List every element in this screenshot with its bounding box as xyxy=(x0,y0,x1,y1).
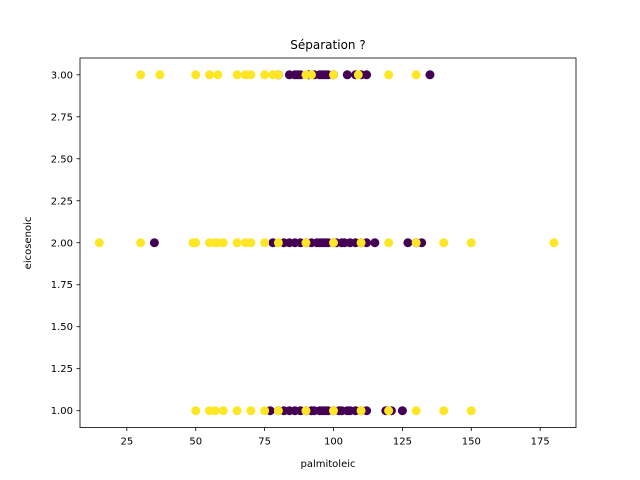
y-axis-label: eicosenoic xyxy=(23,217,34,270)
data-point-class_a-29 xyxy=(273,238,283,248)
x-tick-label: 175 xyxy=(531,437,550,448)
y-tick-label: 2.25 xyxy=(51,196,73,207)
data-point-class_a-44 xyxy=(260,406,270,416)
data-point-class_a-20 xyxy=(191,238,201,248)
data-point-class_a-43 xyxy=(246,406,256,416)
data-point-class_a-34 xyxy=(411,238,421,248)
data-point-class_a-50 xyxy=(411,406,421,416)
y-tick-label: 1.50 xyxy=(51,322,73,333)
x-axis-label: palmitoleic xyxy=(300,459,355,470)
data-point-class_a-33 xyxy=(384,238,394,248)
data-point-class_a-1 xyxy=(155,70,165,80)
y-axis-ticks: 1.00 1.25 1.50 1.75 2.00 2.25 2.50 2.75 3.00 xyxy=(51,70,80,417)
y-tick-label: 2.00 xyxy=(51,238,73,249)
data-point-class_a-25 xyxy=(232,238,242,248)
data-point-class_a-47 xyxy=(329,406,339,416)
data-point-class_a-3 xyxy=(205,70,215,80)
data-point-class_a-46 xyxy=(301,406,311,416)
data-point-class_a-37 xyxy=(549,238,559,248)
data-point-class_a-41 xyxy=(218,406,228,416)
data-point-class_a-0 xyxy=(136,70,146,80)
data-point-class_a-49 xyxy=(384,406,394,416)
y-tick-label: 1.75 xyxy=(51,280,73,291)
chart-title: Séparation ? xyxy=(290,38,365,52)
data-point-class_a-51 xyxy=(439,406,449,416)
data-point-class_a-24 xyxy=(218,238,228,248)
y-tick-label: 3.00 xyxy=(51,70,73,81)
data-point-class_a-36 xyxy=(466,238,476,248)
data-point-class_a-13 xyxy=(329,70,339,80)
data-point-class_a-40 xyxy=(210,406,220,416)
data-point-class_a-30 xyxy=(301,238,311,248)
data-point-class_a-12 xyxy=(306,70,316,80)
data-point-class_a-10 xyxy=(273,70,283,80)
data-point-class_a-16 xyxy=(411,70,421,80)
data-point-class_a-5 xyxy=(232,70,242,80)
y-tick-label: 1.25 xyxy=(51,364,73,375)
data-point-class_a-7 xyxy=(246,70,256,80)
data-point-class_a-14 xyxy=(353,70,363,80)
data-point-class_b-65 xyxy=(397,406,407,416)
data-point-class_a-17 xyxy=(94,238,104,248)
x-axis-ticks: 25 50 75 100 125 150 175 xyxy=(120,427,550,448)
data-point-class_a-15 xyxy=(384,70,394,80)
y-tick-label: 2.75 xyxy=(51,112,73,123)
x-tick-label: 75 xyxy=(258,437,271,448)
data-point-class_a-8 xyxy=(260,70,270,80)
data-point-class_b-38 xyxy=(370,238,380,248)
data-point-class_b-12 xyxy=(342,70,352,80)
data-point-class_a-32 xyxy=(356,238,366,248)
data-point-class_b-39 xyxy=(403,238,413,248)
data-point-class_a-35 xyxy=(439,238,449,248)
data-point-class_a-45 xyxy=(273,406,283,416)
data-point-class_a-2 xyxy=(191,70,201,80)
y-tick-label: 1.00 xyxy=(51,406,73,417)
data-point-class_a-18 xyxy=(136,238,146,248)
data-point-class_a-38 xyxy=(191,406,201,416)
x-tick-label: 125 xyxy=(393,437,412,448)
x-tick-label: 50 xyxy=(189,437,202,448)
data-point-class_a-28 xyxy=(260,238,270,248)
data-point-class_a-48 xyxy=(356,406,366,416)
x-tick-label: 100 xyxy=(324,437,343,448)
data-point-class_a-52 xyxy=(466,406,476,416)
x-tick-label: 150 xyxy=(462,437,481,448)
data-point-class_b-16 xyxy=(425,70,435,80)
data-point-class_b-15 xyxy=(362,70,372,80)
data-point-class_a-27 xyxy=(246,238,256,248)
data-point-class_a-4 xyxy=(213,70,223,80)
x-tick-label: 25 xyxy=(120,437,133,448)
y-tick-label: 2.50 xyxy=(51,154,73,165)
data-point-class_a-31 xyxy=(329,238,339,248)
data-points xyxy=(94,70,559,416)
data-point-class_b-17 xyxy=(149,238,159,248)
data-point-class_a-42 xyxy=(232,406,242,416)
